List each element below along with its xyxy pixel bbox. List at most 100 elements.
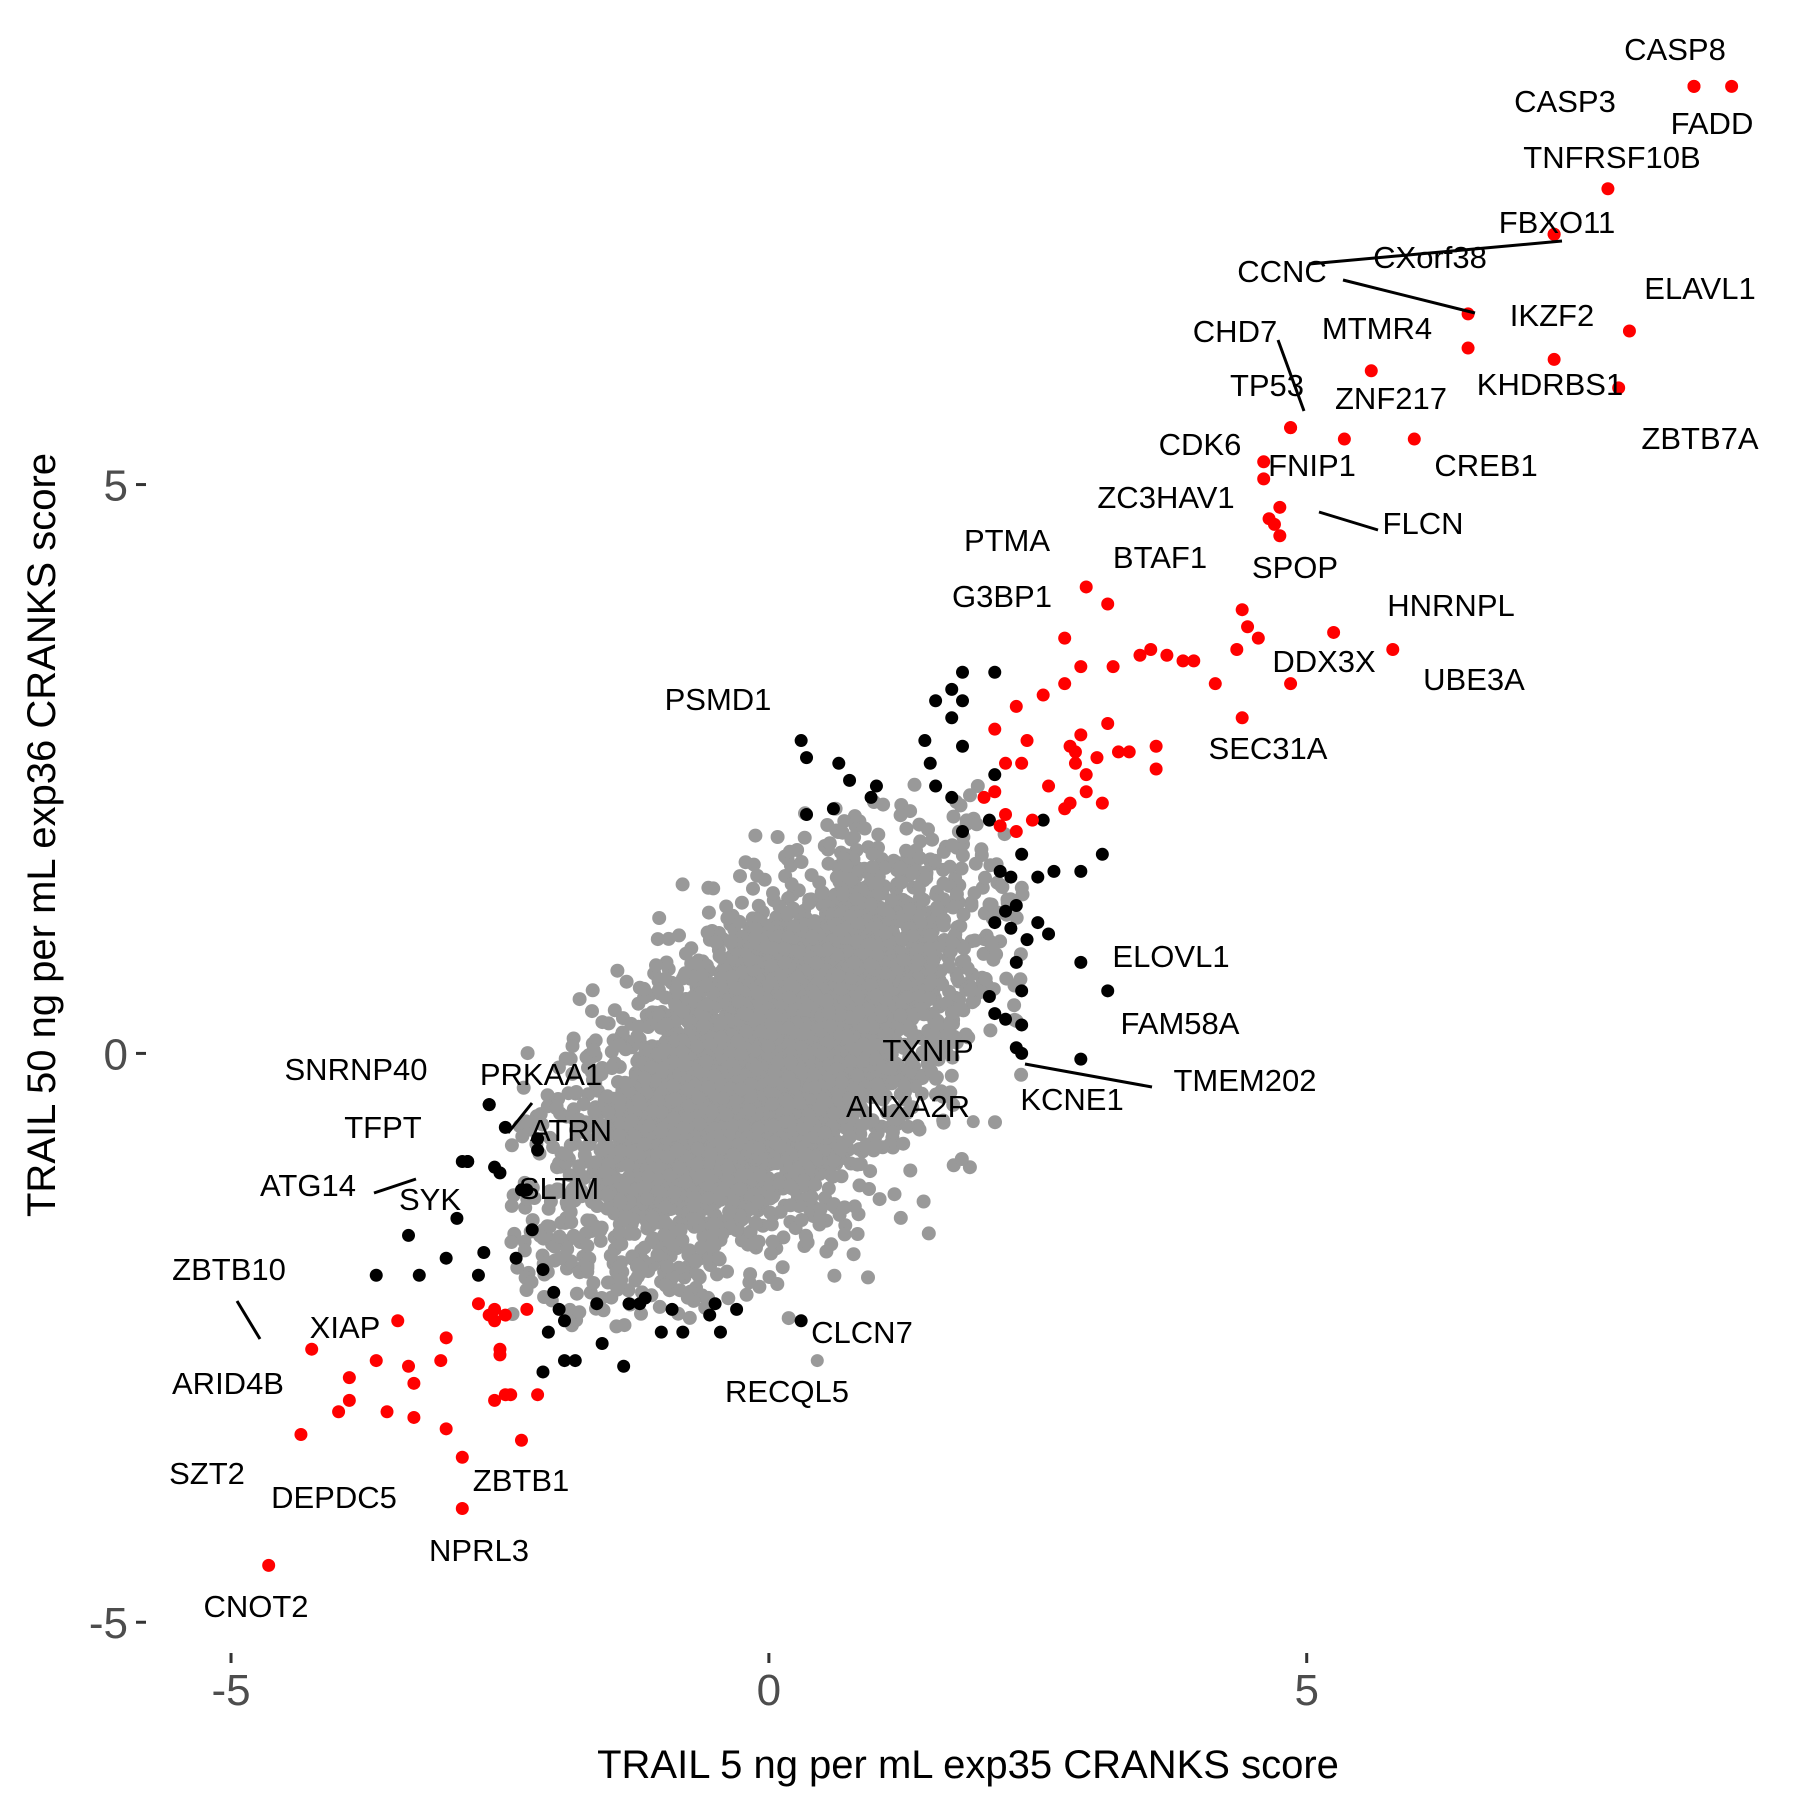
background-point: [777, 955, 792, 970]
background-point: [1015, 887, 1030, 902]
background-point: [843, 1054, 858, 1069]
significant-point: [993, 864, 1007, 878]
significant-point: [1036, 813, 1050, 827]
background-point: [643, 1060, 658, 1075]
background-point: [799, 1230, 814, 1244]
significant-point: [956, 694, 969, 708]
background-point: [958, 1027, 973, 1042]
background-point: [600, 1201, 615, 1216]
background-point: [719, 899, 734, 914]
background-point: [687, 1212, 702, 1227]
background-point: [802, 896, 817, 911]
significant-point: [713, 1325, 727, 1339]
background-point: [517, 1243, 532, 1258]
background-point: [540, 1088, 555, 1103]
background-point: [561, 1086, 576, 1101]
significant-point: [1009, 955, 1023, 969]
background-point: [773, 1204, 788, 1219]
background-point: [753, 1168, 767, 1183]
background-point: [808, 1080, 823, 1095]
background-point: [739, 1024, 754, 1039]
background-point: [595, 1015, 610, 1030]
background-point: [752, 1279, 767, 1294]
background-point: [946, 1097, 961, 1112]
background-point: [930, 900, 945, 915]
background-point: [678, 1174, 693, 1189]
background-point: [701, 1191, 716, 1206]
background-point: [682, 1243, 697, 1258]
background-point: [900, 990, 915, 1005]
significant-point: [1004, 870, 1018, 884]
background-point: [765, 1097, 780, 1112]
background-point: [692, 1117, 707, 1131]
background-point: [621, 1283, 636, 1298]
background-point: [612, 1093, 627, 1108]
background-point: [735, 1118, 750, 1133]
background-point: [766, 1008, 780, 1023]
background-point: [781, 930, 796, 945]
significant-point: [1004, 921, 1018, 935]
background-point: [945, 838, 960, 853]
background-point: [928, 1039, 943, 1054]
significant-point: [945, 682, 959, 696]
background-point: [733, 1082, 748, 1097]
background-point: [847, 830, 862, 845]
background-point: [658, 990, 673, 1005]
background-point: [886, 1104, 901, 1118]
background-point: [878, 925, 893, 940]
background-point: [658, 1278, 673, 1293]
background-point: [657, 1228, 672, 1243]
significant-point: [988, 768, 1002, 782]
significant-point: [439, 1251, 453, 1265]
significant-point: [956, 825, 969, 839]
background-point: [565, 1066, 580, 1081]
background-point: [668, 997, 683, 1012]
background-point: [679, 946, 693, 961]
background-point: [905, 866, 920, 881]
background-point: [646, 1231, 661, 1246]
background-point: [612, 1128, 627, 1143]
significant-point: [832, 756, 846, 770]
background-point: [835, 886, 850, 900]
background-point: [912, 817, 927, 832]
background-point: [876, 1092, 891, 1107]
significant-point: [509, 1251, 523, 1265]
background-point: [817, 1125, 832, 1140]
background-point: [793, 1040, 808, 1055]
background-point: [766, 1119, 780, 1134]
background-point: [712, 949, 727, 964]
background-point: [999, 971, 1014, 986]
background-point: [784, 877, 799, 892]
background-point: [700, 925, 715, 940]
background-point: [899, 843, 913, 858]
background-point: [840, 1029, 855, 1043]
background-point: [723, 1081, 738, 1096]
background-point: [839, 858, 854, 873]
background-point: [897, 1078, 912, 1093]
background-point: [765, 1234, 780, 1249]
background-point: [743, 1089, 758, 1104]
background-point: [670, 1143, 685, 1157]
background-point: [672, 928, 686, 943]
background-point: [834, 923, 849, 938]
background-point: [622, 1226, 637, 1241]
background-point: [821, 1006, 836, 1020]
background-point: [988, 1115, 1002, 1130]
background-point: [639, 1191, 654, 1206]
significant-point: [471, 1268, 485, 1282]
background-point: [624, 1113, 639, 1128]
background-point: [593, 1233, 608, 1248]
background-point: [968, 856, 983, 871]
background-point: [667, 1185, 682, 1200]
background-point: [747, 931, 762, 946]
background-point: [703, 1146, 718, 1161]
background-point: [706, 881, 721, 896]
background-point: [672, 1160, 687, 1175]
significant-point: [708, 1297, 722, 1311]
background-point: [982, 897, 997, 912]
background-point: [689, 956, 704, 971]
background-point: [742, 1102, 757, 1117]
background-point: [652, 911, 667, 925]
background-point: [673, 1223, 688, 1238]
significant-point: [843, 773, 857, 787]
